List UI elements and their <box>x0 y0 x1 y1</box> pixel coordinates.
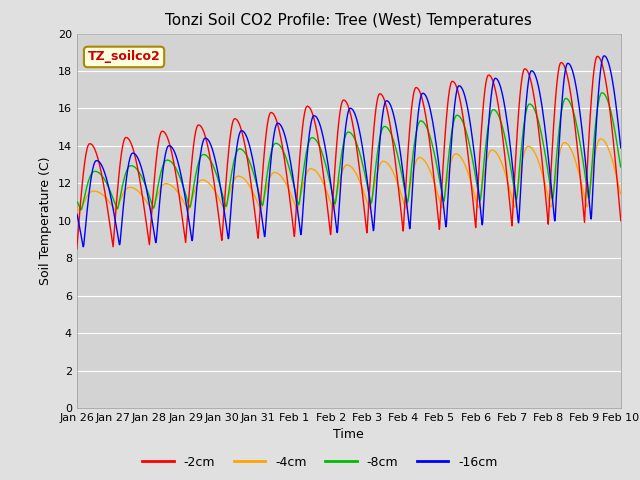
Title: Tonzi Soil CO2 Profile: Tree (West) Temperatures: Tonzi Soil CO2 Profile: Tree (West) Temp… <box>165 13 532 28</box>
Text: TZ_soilco2: TZ_soilco2 <box>88 50 161 63</box>
X-axis label: Time: Time <box>333 429 364 442</box>
Legend: -2cm, -4cm, -8cm, -16cm: -2cm, -4cm, -8cm, -16cm <box>138 451 502 474</box>
Y-axis label: Soil Temperature (C): Soil Temperature (C) <box>39 156 52 285</box>
